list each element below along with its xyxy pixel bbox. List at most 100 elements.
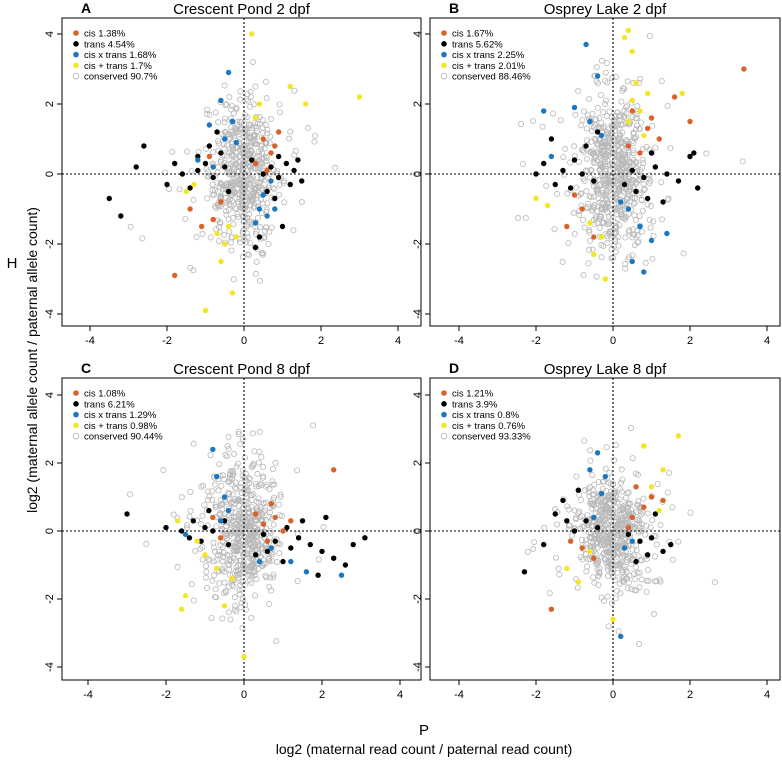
conserved-point	[230, 471, 237, 478]
conserved-point	[231, 450, 238, 457]
plot-area	[62, 18, 421, 326]
conserved-point	[599, 541, 606, 548]
legend-label: cis x trans 1.68%	[84, 50, 157, 61]
conserved-point	[612, 490, 619, 497]
conserved-point	[612, 145, 619, 152]
conserved-point	[637, 75, 644, 82]
trans-point	[275, 153, 282, 160]
conserved-point	[576, 514, 583, 521]
conserved-point	[237, 96, 244, 103]
trans-point	[552, 511, 558, 517]
conserved-point	[597, 161, 604, 168]
conserved-point	[647, 224, 654, 231]
trans-point	[279, 223, 286, 230]
conserved-point	[266, 583, 273, 590]
trans-point	[206, 507, 212, 514]
conserved-point	[209, 577, 216, 584]
conserved-point	[223, 153, 230, 160]
conserved-point	[625, 489, 632, 496]
conserved-point	[187, 507, 194, 514]
trans-point	[256, 234, 263, 240]
conserved-point	[248, 556, 255, 563]
conserved-point	[281, 177, 288, 184]
conserved-point	[203, 568, 210, 575]
conserved-point	[226, 566, 233, 573]
trans-point	[272, 538, 278, 544]
cis-plus-trans-point	[591, 251, 597, 258]
conserved-point	[652, 553, 659, 560]
conserved-point	[584, 203, 591, 210]
conserved-point	[622, 494, 629, 501]
cis-point	[198, 223, 205, 230]
conserved-point	[608, 235, 615, 242]
conserved-point	[640, 495, 647, 502]
conserved-point	[565, 526, 572, 533]
y-tick-label: -4	[412, 662, 424, 672]
conserved-point	[247, 147, 254, 154]
conserved-point	[209, 488, 216, 495]
conserved-point	[622, 104, 629, 111]
conserved-point	[245, 487, 252, 494]
conserved-point	[580, 272, 587, 279]
conserved-point	[245, 505, 252, 512]
conserved-point	[565, 240, 572, 247]
conserved-point	[235, 522, 242, 529]
cis-plus-trans-point	[544, 202, 551, 209]
conserved-point	[260, 500, 267, 507]
conserved-point	[601, 101, 608, 108]
conserved-point	[246, 240, 253, 247]
conserved-point	[612, 442, 619, 449]
conserved-point	[228, 183, 235, 190]
conserved-point	[615, 628, 622, 635]
conserved-point	[599, 163, 606, 170]
cis-plus-trans-point	[218, 258, 224, 265]
conserved-point	[601, 597, 608, 604]
conserved-point	[625, 579, 632, 586]
cis-x-trans-point	[629, 258, 635, 265]
conserved-point	[585, 200, 592, 207]
cis-plus-trans-point	[602, 276, 608, 282]
conserved-point	[639, 164, 646, 171]
conserved-point	[612, 230, 619, 237]
trans-point	[260, 171, 266, 177]
legend-label: cis x trans 0.8%	[452, 410, 520, 421]
conserved-point	[711, 579, 718, 586]
conserved-point	[603, 444, 610, 451]
conserved-point	[587, 149, 594, 156]
conserved-point	[613, 544, 620, 551]
conserved-point	[625, 542, 632, 549]
conserved-point	[581, 224, 588, 231]
conserved-point	[241, 160, 248, 167]
conserved-point	[555, 565, 562, 572]
legend-marker	[441, 51, 447, 58]
conserved-point	[270, 166, 277, 173]
conserved-point	[212, 586, 219, 593]
cis-x-trans-point	[618, 633, 624, 640]
conserved-point	[627, 554, 634, 561]
conserved-point	[232, 479, 239, 486]
conserved-point	[220, 590, 227, 597]
conserved-point	[584, 137, 591, 144]
conserved-point	[242, 475, 249, 482]
conserved-point	[638, 119, 645, 126]
conserved-point	[226, 556, 233, 563]
conserved-point	[608, 600, 615, 607]
cis-plus-trans-point	[629, 97, 635, 104]
series-cis-plus-trans	[533, 27, 685, 282]
conserved-point	[579, 556, 586, 563]
conserved-point	[620, 113, 627, 120]
cis-plus-trans-point	[660, 467, 666, 473]
conserved-point	[594, 544, 601, 551]
cis-point	[637, 150, 643, 156]
conserved-point	[586, 534, 593, 541]
conserved-point	[277, 491, 284, 498]
legend-marker	[441, 390, 447, 396]
conserved-point	[236, 591, 243, 598]
conserved-point	[267, 116, 274, 123]
conserved-point	[220, 186, 227, 193]
cis-plus-trans-point	[621, 34, 628, 41]
conserved-point	[600, 124, 607, 131]
conserved-point	[244, 573, 251, 580]
conserved-point	[266, 140, 273, 147]
conserved-point	[522, 214, 529, 221]
